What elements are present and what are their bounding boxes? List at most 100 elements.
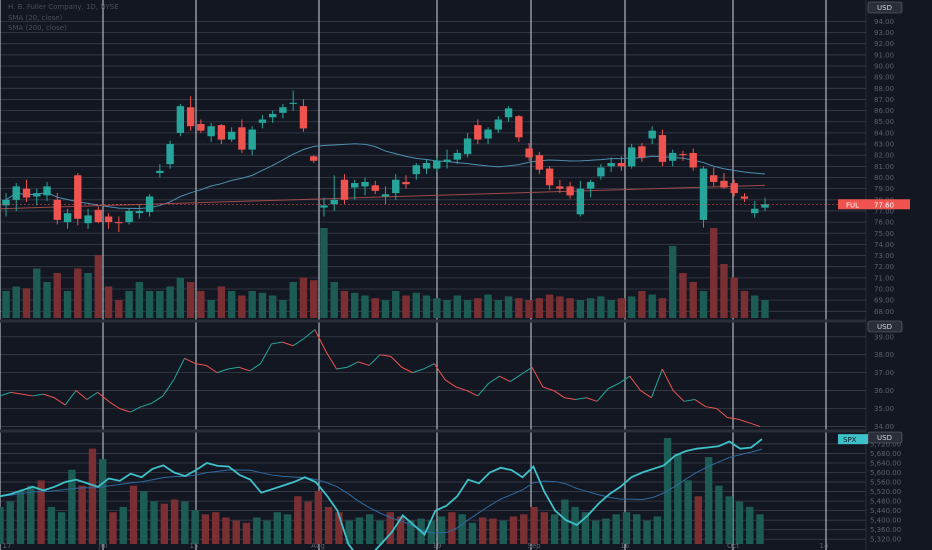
bottom-volume-bar	[643, 520, 651, 544]
bottom-volume-bar	[458, 514, 466, 544]
volume-bar	[607, 300, 615, 318]
svg-text:USD: USD	[877, 323, 892, 331]
candle-body	[63, 213, 72, 223]
price-tick-label: 74.00	[874, 241, 894, 249]
ratio-line-segment	[75, 390, 88, 400]
bottom-volume-bar	[253, 517, 261, 544]
bottom-volume-bar	[345, 520, 353, 544]
candle-body	[279, 107, 287, 113]
volume-bar	[2, 291, 10, 318]
bottom-volume-bar	[78, 485, 86, 544]
ratio-line-segment	[97, 391, 109, 402]
price-tick-label: 79.00	[874, 185, 894, 193]
volume-bar	[238, 295, 246, 318]
bottom-volume-bar	[561, 499, 569, 544]
price-tick-label: 70.00	[874, 286, 894, 294]
candle-body	[668, 152, 677, 161]
candle-body	[238, 127, 246, 150]
ratio-line-segment	[260, 343, 272, 364]
candle-body	[689, 152, 697, 168]
volume-bars	[2, 228, 769, 318]
bottom-volume-bar	[324, 506, 333, 544]
candle-body	[402, 181, 410, 185]
ratio-line-segment	[738, 418, 750, 424]
candle-body	[104, 216, 113, 223]
ratio-line-segment	[390, 356, 403, 368]
sma200-line	[0, 184, 766, 210]
bottom-volume-bar	[581, 512, 590, 544]
volume-bar	[53, 273, 61, 318]
ratio-line-segment	[748, 422, 761, 427]
volume-bar	[166, 286, 174, 318]
volume-bar	[371, 298, 379, 318]
currency-badge-ratio: USD	[867, 320, 903, 333]
candle-body	[33, 193, 41, 197]
bottom-volume-bar	[37, 480, 45, 544]
candle-body	[515, 116, 523, 138]
volume-bar	[135, 282, 144, 318]
candle-body	[433, 160, 441, 169]
bottom-volume-bar	[201, 514, 210, 544]
volume-bar	[104, 286, 113, 318]
bottom-volume-bar	[273, 512, 281, 544]
currency-badge-spx: USD	[867, 431, 903, 444]
candlesticks	[2, 90, 769, 233]
bottom-volume-bar	[232, 520, 240, 544]
price-tick-label: 87.00	[874, 96, 894, 104]
x-tick-label: Sep	[527, 542, 541, 550]
price-tick-label: 69.00	[874, 297, 894, 305]
ratio-line-segment	[86, 391, 98, 400]
bottom-volume-bar	[222, 517, 230, 544]
spx-tick-label: 5,600.00	[870, 469, 901, 477]
candle-body	[351, 183, 359, 188]
spx-line	[0, 438, 763, 550]
bottom-volume-bar	[88, 448, 97, 544]
spx-tick-label: 5,360.00	[870, 526, 901, 534]
bottom-volume-bar	[715, 485, 723, 544]
candle-body	[627, 147, 636, 167]
last-price-tag	[838, 199, 910, 210]
candle-body	[135, 210, 144, 214]
candle-body	[299, 106, 308, 129]
candle-body	[371, 185, 379, 191]
ratio-line-segment	[249, 363, 261, 372]
volume-bar	[720, 264, 728, 318]
bottom-volume-bar	[160, 503, 169, 544]
bottom-volume-bar	[376, 520, 384, 544]
bottom-volume-bar	[530, 506, 538, 544]
bottom-volume-bar	[6, 501, 14, 544]
spx-tick-label: 5,680.00	[870, 450, 901, 458]
bottom-volume-bar	[540, 512, 549, 544]
spx-tick-label: 5,640.00	[870, 459, 901, 467]
candle-body	[22, 188, 31, 198]
price-tick-label: 93.00	[874, 29, 894, 37]
candle-body	[74, 175, 82, 219]
ratio-line-segment	[206, 365, 218, 374]
volume-bar	[515, 298, 523, 318]
ratio-tick-label: 39.00	[874, 333, 894, 341]
volume-bar	[627, 296, 636, 318]
candle-body	[607, 163, 615, 167]
candle-body	[197, 123, 205, 131]
ratio-line-segment	[672, 390, 685, 402]
price-tick-label: 77.00	[874, 207, 894, 215]
bottom-volume-bar	[704, 457, 713, 544]
ratio-line-segment	[499, 375, 511, 383]
volume-bar	[227, 291, 236, 318]
candle-body	[720, 180, 728, 188]
candle-body	[43, 186, 51, 196]
bottom-volume-bar	[47, 506, 56, 544]
bottom-volume-bar	[746, 506, 754, 544]
volume-bar	[751, 295, 759, 318]
volume-bar	[535, 298, 544, 318]
bottom-volume-bar	[622, 512, 631, 544]
last-price-value: 77.60	[874, 201, 894, 209]
candle-body	[412, 165, 420, 175]
bottom-volume-bar	[684, 480, 692, 544]
ratio-line-segment	[379, 354, 391, 357]
candle-body	[115, 222, 123, 224]
volume-bar	[474, 298, 482, 318]
candle-body	[125, 210, 133, 223]
